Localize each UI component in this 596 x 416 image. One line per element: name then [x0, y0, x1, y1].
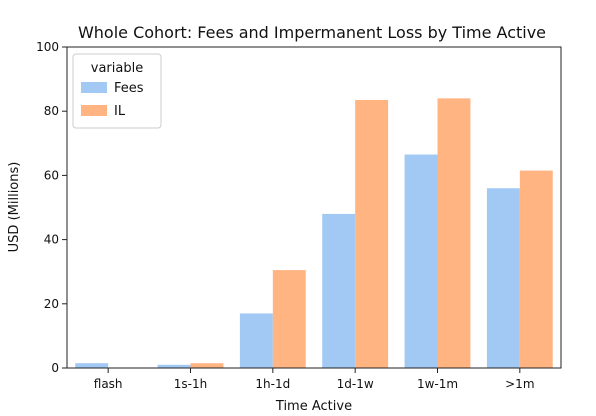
legend-swatch-fees	[81, 82, 107, 93]
y-tick-label: 60	[44, 168, 59, 182]
bar-fees-2	[239, 313, 273, 368]
bar-il-4	[437, 98, 471, 369]
x-tick-label: 1d-1w	[337, 377, 374, 391]
y-axis-ticks: 0 20 40 60 80 100	[36, 40, 67, 375]
legend-label-fees: Fees	[114, 81, 144, 96]
plot-frame	[66, 46, 562, 369]
y-tick-label: 0	[51, 361, 59, 375]
bars-group	[75, 98, 553, 369]
bar-il-5	[519, 170, 553, 368]
bar-il-1	[190, 363, 224, 368]
bar-fees-0	[75, 363, 109, 368]
x-tick-label: 1w-1m	[417, 377, 458, 391]
x-axis-label: Time Active	[275, 399, 352, 414]
bar-il-3	[355, 99, 389, 368]
bar-fees-3	[322, 213, 356, 368]
legend-swatch-il	[81, 105, 107, 116]
x-tick-label: 1s-1h	[174, 377, 207, 391]
legend-label-il: IL	[114, 104, 126, 119]
bar-fees-4	[404, 154, 438, 368]
y-axis-label: USD (Millions)	[7, 162, 22, 253]
bar-fees-1	[157, 364, 191, 368]
bar-il-2	[272, 270, 306, 368]
bar-fees-5	[486, 188, 520, 368]
x-tick-label: flash	[94, 377, 123, 391]
chart-title: Whole Cohort: Fees and Impermanent Loss …	[78, 23, 546, 42]
y-tick-label: 40	[44, 233, 59, 247]
x-tick-label: >1m	[505, 377, 534, 391]
x-axis-ticks: flash 1s-1h 1h-1d 1d-1w 1w-1m >1m	[94, 368, 535, 391]
y-tick-label: 100	[36, 40, 59, 54]
y-tick-label: 20	[44, 297, 59, 311]
legend: variable Fees IL	[72, 53, 162, 129]
y-tick-label: 80	[44, 104, 59, 118]
legend-title: variable	[91, 61, 143, 76]
x-tick-label: 1h-1d	[255, 377, 290, 391]
